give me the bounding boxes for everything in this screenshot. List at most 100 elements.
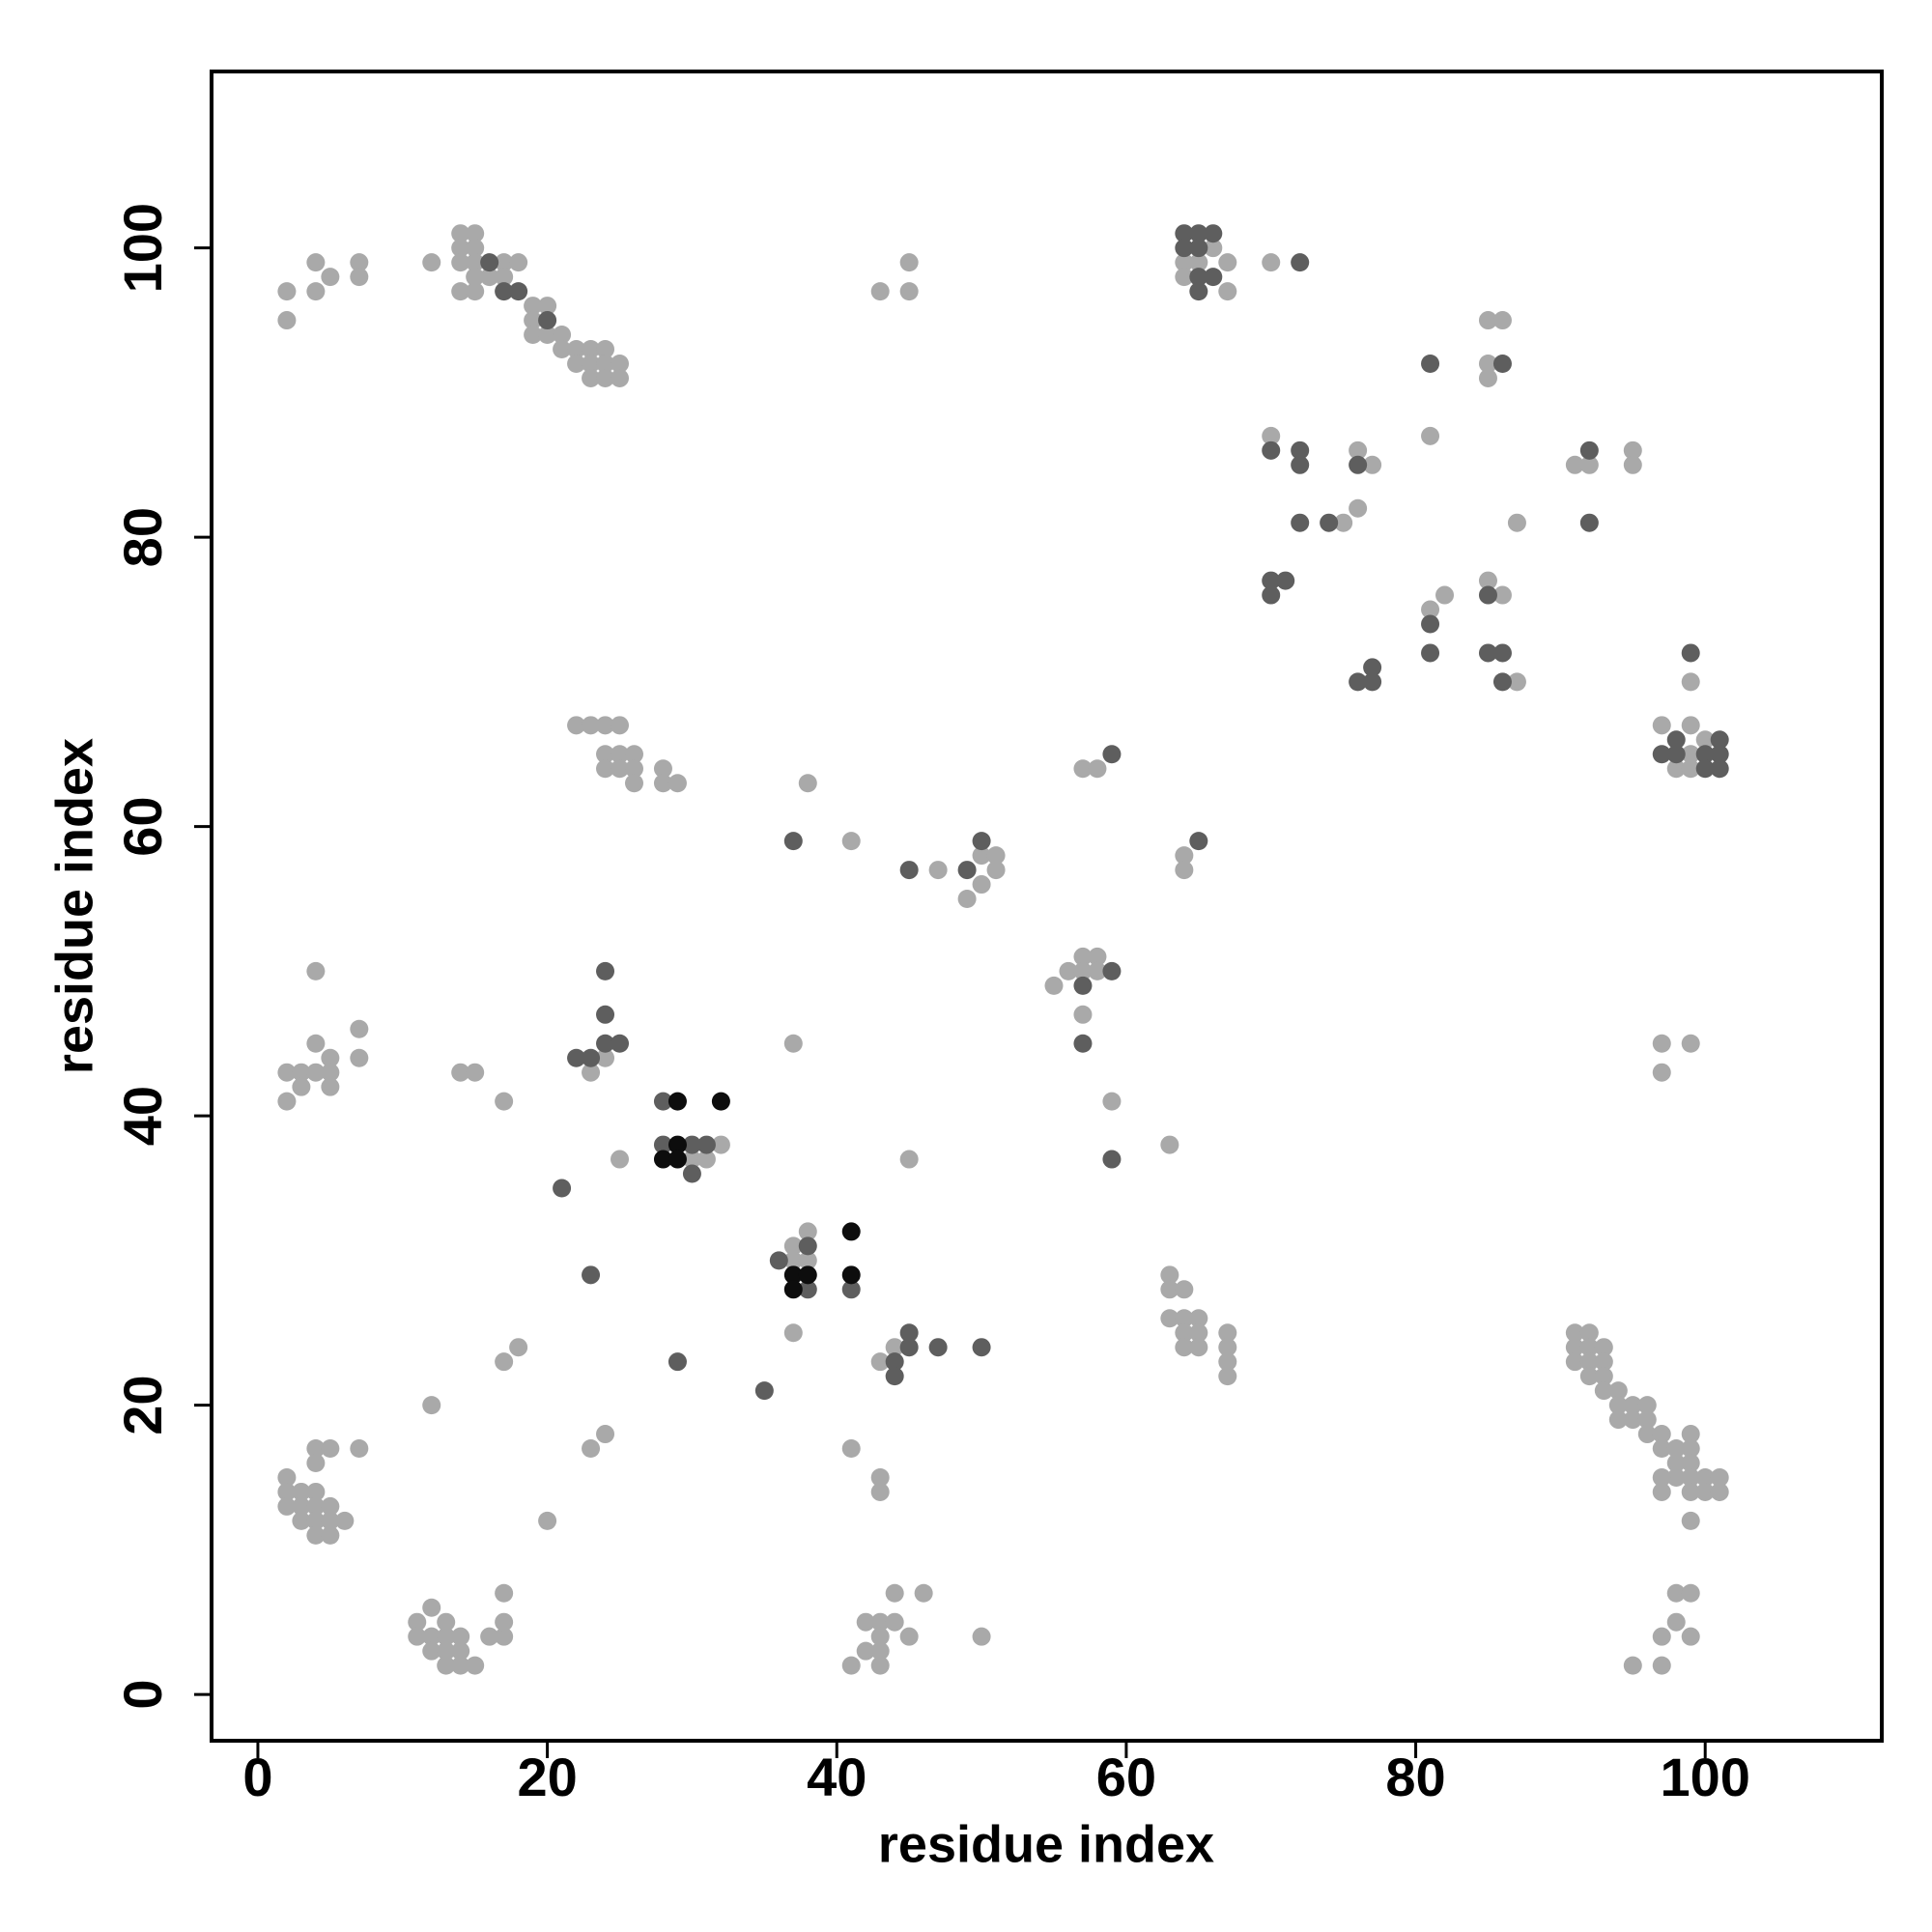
point — [1565, 1352, 1584, 1372]
x-tick-label: 20 — [517, 1747, 577, 1807]
point — [1637, 1425, 1657, 1444]
point — [1204, 239, 1223, 258]
point — [495, 1352, 514, 1372]
point — [306, 1063, 326, 1082]
point — [1623, 1410, 1642, 1430]
point — [306, 1496, 326, 1516]
point — [306, 1439, 326, 1459]
point — [1073, 759, 1093, 779]
point — [1666, 730, 1686, 750]
point — [524, 326, 543, 345]
point — [696, 1150, 716, 1169]
point — [437, 1627, 456, 1646]
point — [1652, 1482, 1671, 1501]
point — [899, 861, 919, 880]
point — [1681, 745, 1700, 764]
point — [1349, 498, 1368, 518]
point — [292, 1077, 311, 1096]
point — [1478, 311, 1497, 330]
point — [653, 1092, 672, 1111]
point — [653, 1135, 672, 1154]
point — [1623, 455, 1642, 474]
point — [1189, 282, 1208, 301]
point — [422, 253, 441, 272]
point — [1652, 1467, 1671, 1487]
point — [1478, 354, 1497, 373]
point — [1102, 1092, 1122, 1111]
point — [870, 1352, 890, 1372]
point — [783, 832, 803, 851]
point — [1637, 1410, 1657, 1430]
point — [841, 1656, 861, 1675]
point — [682, 1164, 701, 1183]
point — [350, 253, 369, 272]
point — [1507, 513, 1526, 532]
point — [914, 1583, 933, 1603]
point — [321, 1048, 340, 1067]
point — [1681, 1583, 1700, 1603]
y-tick-label: 20 — [112, 1375, 173, 1435]
point — [1608, 1410, 1628, 1430]
point — [668, 1150, 687, 1169]
point — [1175, 224, 1194, 243]
point — [596, 340, 615, 359]
point — [1594, 1367, 1613, 1386]
point — [798, 1280, 817, 1299]
point — [1623, 440, 1642, 460]
point — [841, 832, 861, 851]
point — [321, 1511, 340, 1530]
point — [611, 759, 630, 779]
point — [1478, 585, 1497, 605]
point — [1652, 1425, 1671, 1444]
point — [495, 282, 514, 301]
point — [306, 253, 326, 272]
point — [1320, 513, 1339, 532]
point — [306, 1034, 326, 1053]
point — [653, 1150, 672, 1169]
point — [1652, 745, 1671, 764]
point — [928, 1338, 948, 1357]
point — [553, 340, 572, 359]
point — [1088, 759, 1107, 779]
plot-frame — [210, 70, 1884, 1743]
point — [1710, 730, 1729, 750]
point — [582, 340, 601, 359]
point — [798, 1222, 817, 1241]
point — [611, 354, 630, 373]
point — [856, 1641, 875, 1661]
point — [1666, 1467, 1686, 1487]
point — [1652, 1627, 1671, 1646]
point — [451, 1627, 470, 1646]
point — [1160, 1309, 1179, 1328]
point — [350, 1439, 369, 1459]
point — [582, 716, 601, 735]
point — [841, 1280, 861, 1299]
point — [1608, 1396, 1628, 1415]
point — [972, 832, 991, 851]
point — [1681, 1627, 1700, 1646]
point — [1666, 1612, 1686, 1632]
point — [1189, 1338, 1208, 1357]
point — [1262, 253, 1281, 272]
point — [1565, 455, 1584, 474]
point — [437, 1641, 456, 1661]
point — [1695, 759, 1715, 779]
point — [1608, 1381, 1628, 1401]
point — [1579, 1367, 1599, 1386]
point — [1363, 455, 1382, 474]
point — [321, 268, 340, 287]
point — [1175, 846, 1194, 866]
point — [509, 282, 528, 301]
point — [1218, 282, 1237, 301]
point — [451, 239, 470, 258]
point — [1666, 1439, 1686, 1459]
point — [957, 890, 977, 909]
point — [1175, 268, 1194, 287]
point — [1695, 1482, 1715, 1501]
point — [509, 1338, 528, 1357]
point — [1681, 1467, 1700, 1487]
point — [1579, 440, 1599, 460]
point — [1681, 759, 1700, 779]
point — [292, 1482, 311, 1501]
point — [451, 1656, 470, 1675]
